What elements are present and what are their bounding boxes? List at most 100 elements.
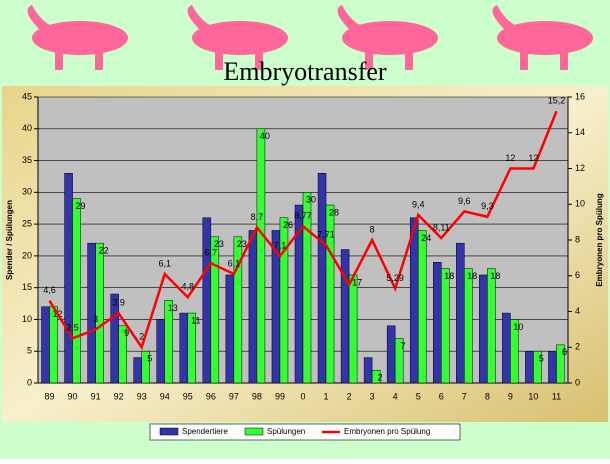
x-tick-label: 94 [160, 391, 170, 401]
data-label: 8,11 [433, 222, 450, 232]
x-tick-label: 93 [137, 391, 147, 401]
bar [72, 198, 81, 384]
chart-title: Embryotransfer [223, 57, 387, 86]
bar [187, 312, 197, 384]
y-tick-label: 0 [27, 377, 32, 387]
bar [464, 268, 473, 384]
x-tick-label: 92 [114, 391, 124, 401]
y-tick-label: 25 [22, 218, 32, 228]
bar [487, 268, 496, 384]
bar [533, 350, 542, 384]
y2-tick-label: 12 [575, 163, 585, 173]
bar [164, 300, 173, 384]
bar [363, 357, 373, 384]
bar [256, 128, 266, 384]
x-tick-label: 98 [252, 391, 262, 401]
data-label: 17 [352, 277, 362, 287]
data-label: 10 [513, 322, 523, 332]
data-label: 30 [306, 195, 316, 205]
y-tick-label: 20 [22, 250, 32, 260]
bar [441, 268, 450, 384]
data-label: 9 [124, 328, 129, 338]
y2-tick-label: 16 [575, 91, 585, 101]
x-tick-label: 4 [393, 391, 398, 401]
data-label: 3,9 [112, 298, 125, 308]
y-tick-label: 15 [22, 282, 32, 292]
x-tick-label: 7 [462, 391, 467, 401]
legend-label: Embryonen pro Spülung [344, 427, 430, 436]
bar [409, 217, 419, 384]
bar [95, 242, 104, 384]
data-label: 8 [370, 224, 375, 234]
data-label: 28 [329, 207, 339, 217]
data-label: 2,5 [66, 323, 79, 333]
data-label: 29 [76, 201, 86, 211]
y-tick-label: 10 [22, 314, 32, 324]
data-label: 6,1 [228, 258, 241, 268]
bar [417, 230, 427, 384]
x-tick-label: 6 [439, 391, 444, 401]
bar [41, 306, 50, 384]
x-tick-label: 90 [68, 391, 78, 401]
legend-swatch [159, 427, 179, 436]
legend: Spendertiere Spülungen Embryonen pro Spülu… [149, 423, 461, 441]
data-label: 9,3 [481, 201, 494, 211]
x-tick-label: 95 [183, 391, 193, 401]
y-tick-label: 5 [27, 346, 32, 356]
y2-tick-label: 8 [575, 234, 580, 244]
bar [279, 217, 289, 384]
bar [510, 319, 519, 384]
data-label: 15,2 [548, 96, 566, 106]
legend-label: Spendertiere [182, 427, 228, 436]
bar [525, 350, 534, 384]
data-label: 12 [528, 153, 538, 163]
data-label: 8,77 [294, 211, 312, 221]
bar [433, 261, 442, 384]
bar [133, 357, 142, 384]
data-label: 7,71 [317, 230, 335, 240]
bar [118, 325, 127, 384]
bar [202, 217, 212, 384]
data-label: 23 [214, 239, 224, 249]
bar [64, 173, 73, 384]
data-label: 18 [467, 271, 477, 281]
bar [502, 312, 511, 384]
data-label: 9,4 [412, 199, 425, 209]
data-label: 8,7 [251, 212, 264, 222]
bar [141, 350, 150, 384]
data-label: 5 [147, 354, 152, 364]
data-label: 18 [444, 271, 454, 281]
y-tick-label: 45 [22, 91, 32, 101]
x-tick-label: 96 [206, 391, 216, 401]
data-label: 6 [562, 347, 567, 357]
bar [210, 236, 220, 384]
data-label: 6,1 [158, 258, 171, 268]
bar [456, 242, 465, 384]
y-tick-label: 30 [22, 187, 32, 197]
y2-tick-label: 6 [575, 270, 580, 280]
data-label: 24 [421, 233, 431, 243]
x-tick-label: 11 [552, 391, 561, 401]
bar [548, 350, 557, 384]
x-tick-label: 5 [416, 391, 421, 401]
bar [325, 204, 335, 384]
data-label: 11 [191, 315, 200, 325]
data-label: 6,7 [205, 248, 218, 258]
y-tick-label: 40 [22, 123, 32, 133]
x-tick-label: 89 [45, 391, 55, 401]
x-tick-label: 1 [324, 391, 329, 401]
data-label: 23 [237, 239, 247, 249]
data-label: 4,8 [182, 282, 195, 292]
x-tick-label: 3 [370, 391, 375, 401]
bar [386, 325, 396, 384]
bar [348, 274, 358, 384]
x-tick-label: 0 [300, 391, 305, 401]
data-label: 5,29 [386, 273, 404, 283]
legend-box [149, 423, 461, 441]
data-label: 26 [283, 220, 293, 230]
data-label: 2 [378, 373, 383, 383]
x-tick-label: 99 [275, 391, 285, 401]
bar [248, 230, 258, 384]
data-label: 4,6 [43, 285, 56, 295]
